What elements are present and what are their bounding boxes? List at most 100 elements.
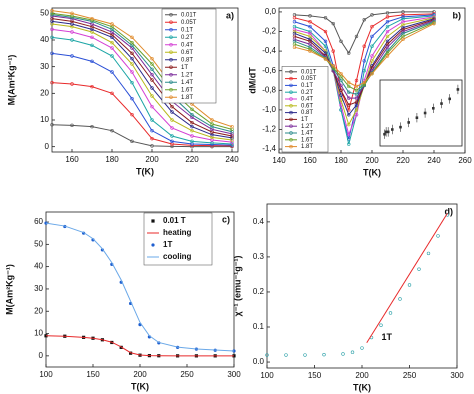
marker <box>308 45 312 49</box>
y-tick-label: 0.1 <box>253 322 265 331</box>
series-line <box>294 17 435 126</box>
marker <box>44 334 48 338</box>
y-axis-label: M(Am²Kg⁻¹) <box>4 264 14 315</box>
legend-label: 1.4T <box>181 80 193 86</box>
panel-label: c) <box>222 214 230 224</box>
legend-marker <box>289 104 293 108</box>
marker <box>360 346 364 350</box>
y-axis-label: χ⁻¹ (emu⁻¹g⁻¹) <box>232 256 242 317</box>
x-tick-label: 300 <box>450 371 464 380</box>
x-axis-label: T(K) <box>131 381 149 391</box>
marker <box>170 110 174 114</box>
x-tick-label: 100 <box>260 371 274 380</box>
marker <box>331 49 335 53</box>
marker <box>354 100 359 104</box>
x-tick-label: 240 <box>427 156 441 165</box>
x-tick-label: 200 <box>355 371 369 380</box>
marker <box>90 35 94 40</box>
legend-label: 0.4T <box>181 42 193 48</box>
y-tick-label: 0 <box>45 142 50 151</box>
y-tick-label: 40 <box>34 262 43 271</box>
marker <box>170 104 174 109</box>
marker <box>308 29 312 34</box>
x-tick-label: 140 <box>272 156 286 165</box>
x-tick-label: 200 <box>133 370 147 379</box>
legend-label: 1T <box>301 117 308 123</box>
x-tick-label: 100 <box>39 370 53 379</box>
marker <box>190 112 194 117</box>
y-tick-label: 60 <box>34 217 43 226</box>
marker <box>303 353 307 357</box>
marker <box>110 54 114 58</box>
legend-marker <box>169 43 173 47</box>
marker <box>323 57 328 61</box>
marker <box>370 13 374 17</box>
legend-marker <box>289 76 293 81</box>
series-line <box>294 18 435 116</box>
y-tick-label: 10 <box>34 329 43 338</box>
marker <box>130 51 134 56</box>
marker <box>385 54 390 58</box>
marker <box>130 139 134 144</box>
marker <box>210 118 214 122</box>
marker <box>150 144 154 148</box>
marker <box>210 122 214 126</box>
marker <box>308 24 312 29</box>
marker <box>110 46 114 50</box>
legend-marker <box>151 243 155 247</box>
marker <box>150 118 154 122</box>
marker <box>70 11 74 16</box>
marker <box>110 40 114 45</box>
marker <box>362 80 366 85</box>
legend-marker <box>169 50 173 54</box>
legend-label: 0.8T <box>181 57 193 63</box>
marker <box>401 37 405 42</box>
legend-label: 0.1T <box>181 27 193 33</box>
marker <box>401 25 405 30</box>
series-line <box>51 23 233 141</box>
marker <box>110 128 114 133</box>
series-line <box>51 36 233 145</box>
series-line <box>51 82 233 147</box>
marker <box>401 27 405 32</box>
marker <box>391 128 394 131</box>
marker <box>322 352 326 357</box>
marker <box>150 86 154 90</box>
x-tick-label: 220 <box>396 156 410 165</box>
legend-marker <box>169 95 173 99</box>
marker <box>292 20 297 24</box>
marker <box>339 93 343 97</box>
marker <box>401 15 405 19</box>
marker <box>170 118 174 122</box>
legend-label: 1T <box>181 65 188 71</box>
marker <box>401 29 405 34</box>
legend-box <box>281 66 329 153</box>
marker <box>331 64 335 68</box>
marker <box>130 96 134 101</box>
marker <box>347 84 351 89</box>
x-tick-label: 200 <box>145 155 159 164</box>
marker <box>170 134 174 138</box>
marker <box>388 311 393 315</box>
marker <box>70 82 74 86</box>
marker <box>341 352 345 356</box>
marker <box>308 37 312 42</box>
marker <box>354 88 359 92</box>
series-line <box>51 14 233 133</box>
series-line <box>45 222 235 352</box>
marker <box>150 67 154 72</box>
marker <box>385 15 390 19</box>
marker <box>130 112 134 117</box>
marker <box>70 38 74 42</box>
panel-label: a) <box>226 10 234 20</box>
legend-label: heating <box>163 228 192 237</box>
marker <box>350 350 355 354</box>
marker <box>347 108 351 112</box>
legend-marker <box>289 90 293 94</box>
legend-box <box>161 8 217 104</box>
marker <box>230 134 234 138</box>
marker <box>90 59 94 64</box>
panel-label: b) <box>453 10 462 20</box>
marker <box>347 80 351 85</box>
marker <box>347 103 351 107</box>
